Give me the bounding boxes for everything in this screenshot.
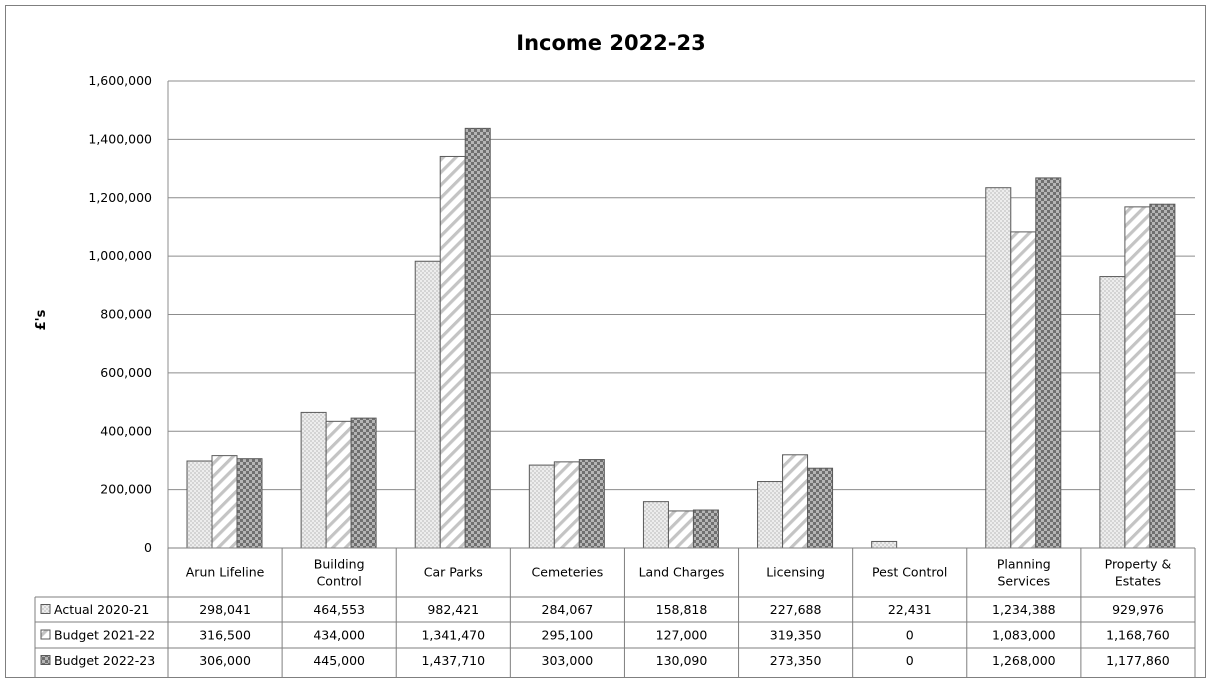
bar-1 bbox=[300, 411, 327, 549]
y-tick-label: 800,000 bbox=[100, 307, 152, 322]
series-name: Actual 2020-21 bbox=[54, 602, 149, 617]
series-name: Budget 2021-22 bbox=[54, 628, 155, 643]
data-table: Arun Lifeline Building Control Car Parks Cem… bbox=[34, 547, 1196, 677]
y-tick-label: 1,200,000 bbox=[88, 190, 152, 205]
chart-title: Income 2022-23 bbox=[516, 31, 705, 55]
category-label: Planning bbox=[997, 557, 1051, 572]
bar-2 bbox=[325, 420, 352, 549]
y-axis-label: £'s bbox=[34, 309, 49, 330]
data-table-cell: 127,000 bbox=[656, 628, 708, 643]
category-label: Licensing bbox=[766, 565, 825, 580]
category-label: Property & bbox=[1105, 557, 1172, 572]
bar-1 bbox=[871, 540, 898, 549]
category-label: Land Charges bbox=[639, 565, 725, 580]
bar-2 bbox=[553, 461, 580, 549]
data-table-cell: 1,177,860 bbox=[1106, 653, 1170, 668]
y-tick-label: 600,000 bbox=[100, 365, 152, 380]
bar-3 bbox=[350, 417, 377, 549]
data-table-cell: 1,234,388 bbox=[992, 602, 1056, 617]
category-label: Control bbox=[317, 574, 362, 589]
data-table-cell: 1,341,470 bbox=[421, 628, 485, 643]
bar-3 bbox=[807, 467, 834, 549]
data-table-cell: 316,500 bbox=[199, 628, 251, 643]
bar-1 bbox=[186, 460, 213, 549]
category-label: Arun Lifeline bbox=[186, 565, 265, 580]
data-table-cell: 1,083,000 bbox=[992, 628, 1056, 643]
bar-1 bbox=[985, 187, 1012, 549]
series-name: Budget 2022-23 bbox=[54, 653, 155, 668]
bar-1 bbox=[1099, 276, 1126, 549]
bar-3 bbox=[464, 127, 491, 549]
data-table-cell: 445,000 bbox=[313, 653, 365, 668]
y-tick-label: 1,000,000 bbox=[88, 248, 152, 263]
bar-1 bbox=[642, 501, 669, 549]
y-axis-ticks: 0 200,000 400,000 600,000 800,000 1,000,000 1,… bbox=[88, 73, 152, 555]
bar-2 bbox=[211, 455, 238, 549]
data-table-cell: 298,041 bbox=[199, 602, 251, 617]
data-table-cell: 303,000 bbox=[542, 653, 594, 668]
bar-2 bbox=[667, 510, 694, 549]
data-table-cell: 130,090 bbox=[656, 653, 708, 668]
bar-2 bbox=[439, 155, 466, 549]
category-label: Pest Control bbox=[872, 565, 947, 580]
bar-2 bbox=[1124, 206, 1151, 549]
bar-3 bbox=[236, 458, 263, 549]
data-table-cell: 306,000 bbox=[199, 653, 251, 668]
bar-3 bbox=[692, 509, 719, 549]
data-table-cell: 1,268,000 bbox=[992, 653, 1056, 668]
data-table-cell: 22,431 bbox=[888, 602, 932, 617]
data-table-cell: 273,350 bbox=[770, 653, 822, 668]
data-table-cell: 1,437,710 bbox=[421, 653, 485, 668]
category-label: Car Parks bbox=[424, 565, 483, 580]
y-tick-label: 200,000 bbox=[100, 482, 152, 497]
y-tick-label: 1,600,000 bbox=[88, 73, 152, 88]
bar-1 bbox=[757, 481, 784, 549]
data-table-cell: 227,688 bbox=[770, 602, 822, 617]
legend-key bbox=[40, 629, 51, 640]
bar-3 bbox=[1149, 203, 1176, 549]
data-table-cell: 0 bbox=[906, 628, 914, 643]
data-table-cell: 982,421 bbox=[427, 602, 479, 617]
bar-3 bbox=[1035, 177, 1062, 549]
y-tick-label: 0 bbox=[144, 540, 152, 555]
bar-2 bbox=[1010, 231, 1037, 549]
y-tick-label: 400,000 bbox=[100, 423, 152, 438]
y-tick-label: 1,400,000 bbox=[88, 131, 152, 146]
data-table-cell: 319,350 bbox=[770, 628, 822, 643]
data-table-cell: 0 bbox=[906, 653, 914, 668]
legend-key bbox=[40, 604, 51, 614]
bar-1 bbox=[414, 260, 441, 549]
data-table-cell: 284,067 bbox=[542, 602, 594, 617]
data-table-cell: 434,000 bbox=[313, 628, 365, 643]
data-table-cell: 929,976 bbox=[1112, 602, 1164, 617]
data-table-cell: 295,100 bbox=[542, 628, 594, 643]
category-label: Services bbox=[997, 574, 1050, 589]
data-table-cell: 1,168,760 bbox=[1106, 628, 1170, 643]
data-table-cell: 158,818 bbox=[656, 602, 708, 617]
bar-1 bbox=[528, 464, 555, 549]
bar-2 bbox=[782, 454, 809, 549]
category-label: Estates bbox=[1115, 574, 1161, 589]
data-table-cell: 464,553 bbox=[313, 602, 365, 617]
category-label: Building bbox=[314, 557, 365, 572]
legend-key bbox=[40, 655, 51, 665]
category-label: Cemeteries bbox=[532, 565, 604, 580]
bar-3 bbox=[578, 459, 605, 549]
